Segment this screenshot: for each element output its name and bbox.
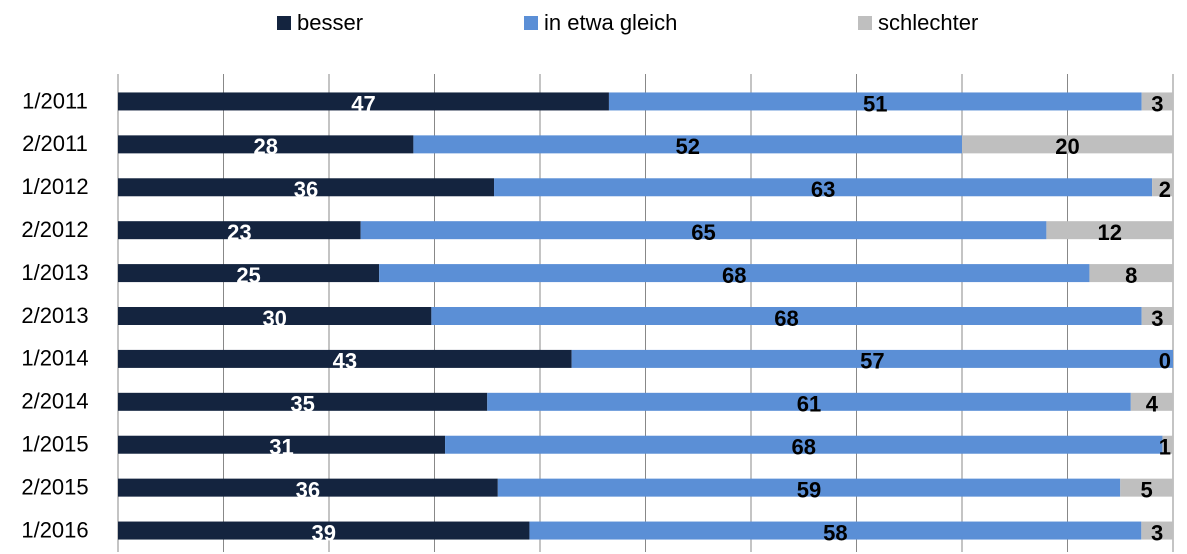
- bar-segment: [1120, 478, 1173, 497]
- bar-segment: [1141, 307, 1173, 325]
- bar-segment: [379, 264, 1090, 283]
- data-label: 36: [296, 477, 320, 502]
- bar-segment: [118, 178, 495, 197]
- legend-swatch: [524, 16, 538, 30]
- data-label: 68: [722, 263, 746, 288]
- bar-segment: [431, 307, 1142, 325]
- bar-segment: [1089, 264, 1173, 283]
- y-tick-label: 1/2012: [21, 174, 88, 199]
- bar-segment: [118, 307, 432, 325]
- bar-segment: [118, 135, 414, 154]
- data-label: 52: [675, 134, 699, 159]
- y-tick-label: 2/2012: [21, 217, 88, 242]
- data-label: 30: [262, 306, 286, 331]
- data-label: 4: [1146, 392, 1159, 417]
- bar-segment: [1141, 521, 1173, 540]
- data-label: 1: [1159, 435, 1171, 460]
- data-label: 8: [1125, 263, 1137, 288]
- legend-label: schlechter: [878, 10, 978, 35]
- data-label: 36: [294, 177, 318, 202]
- data-label: 3: [1151, 520, 1163, 545]
- bar-segment: [571, 349, 1173, 368]
- bar-segment: [494, 178, 1153, 197]
- data-label: 57: [860, 349, 884, 374]
- bar-segment: [118, 264, 380, 283]
- data-label: 3: [1151, 306, 1163, 331]
- bar-segment: [445, 435, 1163, 454]
- data-label: 23: [227, 220, 251, 245]
- data-label: 58: [823, 520, 847, 545]
- legend-swatch: [858, 16, 872, 30]
- data-label: 12: [1097, 220, 1121, 245]
- data-label: 65: [691, 220, 715, 245]
- data-label: 59: [797, 477, 821, 502]
- data-label: 43: [333, 349, 357, 374]
- bar-segment: [962, 135, 1173, 154]
- bar-segment: [1162, 435, 1173, 454]
- bar-segment: [118, 221, 361, 240]
- y-tick-label: 2/2011: [22, 131, 88, 156]
- data-label: 28: [253, 134, 277, 159]
- y-tick-label: 1/2014: [21, 346, 88, 371]
- data-label: 2: [1159, 177, 1171, 202]
- bar-segment: [529, 521, 1142, 540]
- bar-segment: [1141, 92, 1173, 111]
- data-label: 47: [351, 91, 375, 116]
- bar-segment: [118, 521, 530, 540]
- y-tick-label: 1/2013: [21, 260, 88, 285]
- legend-swatch: [277, 16, 291, 30]
- bar-segment: [487, 392, 1131, 411]
- y-tick-label: 1/2016: [21, 517, 88, 542]
- bar-segment: [118, 392, 488, 411]
- y-tick-label: 1/2015: [21, 432, 88, 457]
- data-label: 68: [774, 306, 798, 331]
- data-label: 3: [1151, 91, 1163, 116]
- bar-segment: [608, 92, 1142, 111]
- data-label: 51: [863, 91, 887, 116]
- bar-segment: [497, 478, 1121, 497]
- data-label: 68: [792, 435, 816, 460]
- data-label: 35: [290, 392, 314, 417]
- data-label: 0: [1159, 349, 1171, 374]
- data-label: 5: [1141, 477, 1153, 502]
- y-tick-label: 2/2013: [21, 303, 88, 328]
- data-label: 31: [269, 435, 293, 460]
- bar-segment: [1046, 221, 1173, 240]
- bar-segment: [1130, 392, 1173, 411]
- y-tick-label: 2/2015: [21, 474, 88, 499]
- y-tick-label: 1/2011: [22, 88, 88, 113]
- bar-segment: [360, 221, 1047, 240]
- legend-label: besser: [297, 10, 363, 35]
- data-label: 61: [797, 392, 821, 417]
- legend-label: in etwa gleich: [544, 10, 677, 35]
- bar-segment: [118, 478, 498, 497]
- y-tick-label: 2/2014: [21, 389, 88, 414]
- data-label: 20: [1055, 134, 1079, 159]
- data-label: 63: [811, 177, 835, 202]
- bar-segment: [118, 92, 609, 111]
- bar-segment: [118, 349, 572, 368]
- bar-segment: [1152, 178, 1173, 197]
- bar-segment: [413, 135, 962, 154]
- bar-segment: [118, 435, 446, 454]
- data-label: 25: [236, 263, 260, 288]
- data-label: 39: [311, 520, 335, 545]
